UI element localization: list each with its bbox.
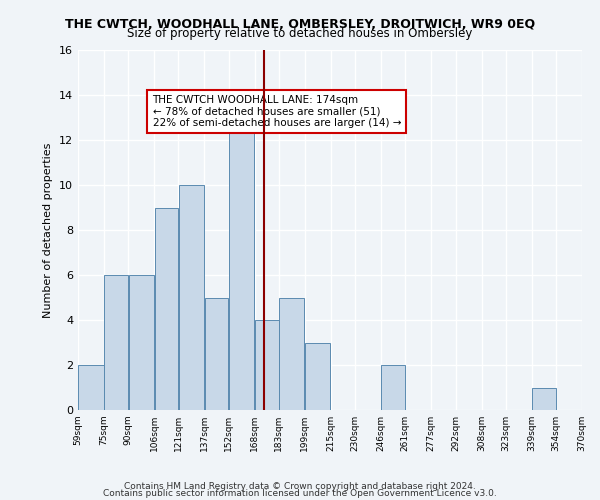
Text: THE CWTCH WOODHALL LANE: 174sqm
← 78% of detached houses are smaller (51)
22% of: THE CWTCH WOODHALL LANE: 174sqm ← 78% of… [152,95,401,128]
Bar [128,275,154,410]
Bar [382,365,405,410]
Text: Contains public sector information licensed under the Open Government Licence v3: Contains public sector information licen… [103,488,497,498]
Text: THE CWTCH, WOODHALL LANE, OMBERSLEY, DROITWICH, WR9 0EQ: THE CWTCH, WOODHALL LANE, OMBERSLEY, DRO… [65,18,535,30]
Bar [79,365,104,410]
Bar [179,185,204,410]
Text: Size of property relative to detached houses in Ombersley: Size of property relative to detached ho… [127,28,473,40]
Bar [155,208,178,410]
Bar [205,298,229,410]
Bar [532,388,556,410]
Bar [280,298,304,410]
Bar [229,118,254,410]
Bar [255,320,278,410]
Text: Contains HM Land Registry data © Crown copyright and database right 2024.: Contains HM Land Registry data © Crown c… [124,482,476,491]
Bar [104,275,128,410]
Y-axis label: Number of detached properties: Number of detached properties [43,142,53,318]
Bar [305,342,331,410]
